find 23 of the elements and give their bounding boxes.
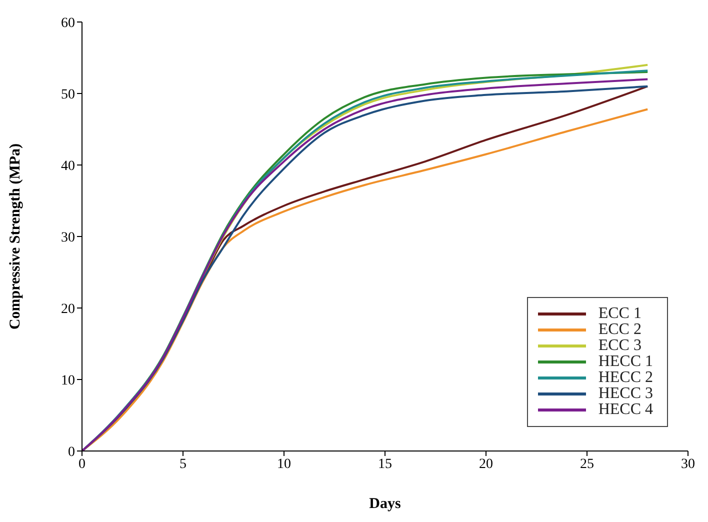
y-axis-title: Compressive Strength (MPa) xyxy=(7,143,24,330)
x-tick-label: 0 xyxy=(78,456,86,472)
legend-label: HECC 3 xyxy=(598,385,653,402)
y-tick-label: 10 xyxy=(61,373,75,388)
x-tick-label: 5 xyxy=(180,456,186,472)
legend-label: HECC 4 xyxy=(598,401,653,418)
x-axis-title: Days xyxy=(369,496,401,512)
y-tick-label: 20 xyxy=(61,302,75,317)
x-tick-label: 30 xyxy=(681,456,695,472)
legend-label: ECC 3 xyxy=(598,337,642,354)
x-tick-label: 15 xyxy=(378,456,392,472)
y-tick-label: 60 xyxy=(61,16,75,31)
x-tick-label: 20 xyxy=(479,456,493,472)
legend-label: HECC 2 xyxy=(598,369,653,386)
legend-label: ECC 1 xyxy=(598,305,642,322)
x-tick-label: 25 xyxy=(580,456,594,472)
legend-label: HECC 1 xyxy=(598,353,653,370)
y-tick-label: 30 xyxy=(61,230,75,246)
y-tick-label: 40 xyxy=(61,158,75,174)
y-tick-label: 0 xyxy=(68,444,75,460)
legend-label: ECC 2 xyxy=(598,321,642,338)
x-tick-label: 10 xyxy=(277,456,291,472)
y-tick-label: 50 xyxy=(61,87,75,102)
